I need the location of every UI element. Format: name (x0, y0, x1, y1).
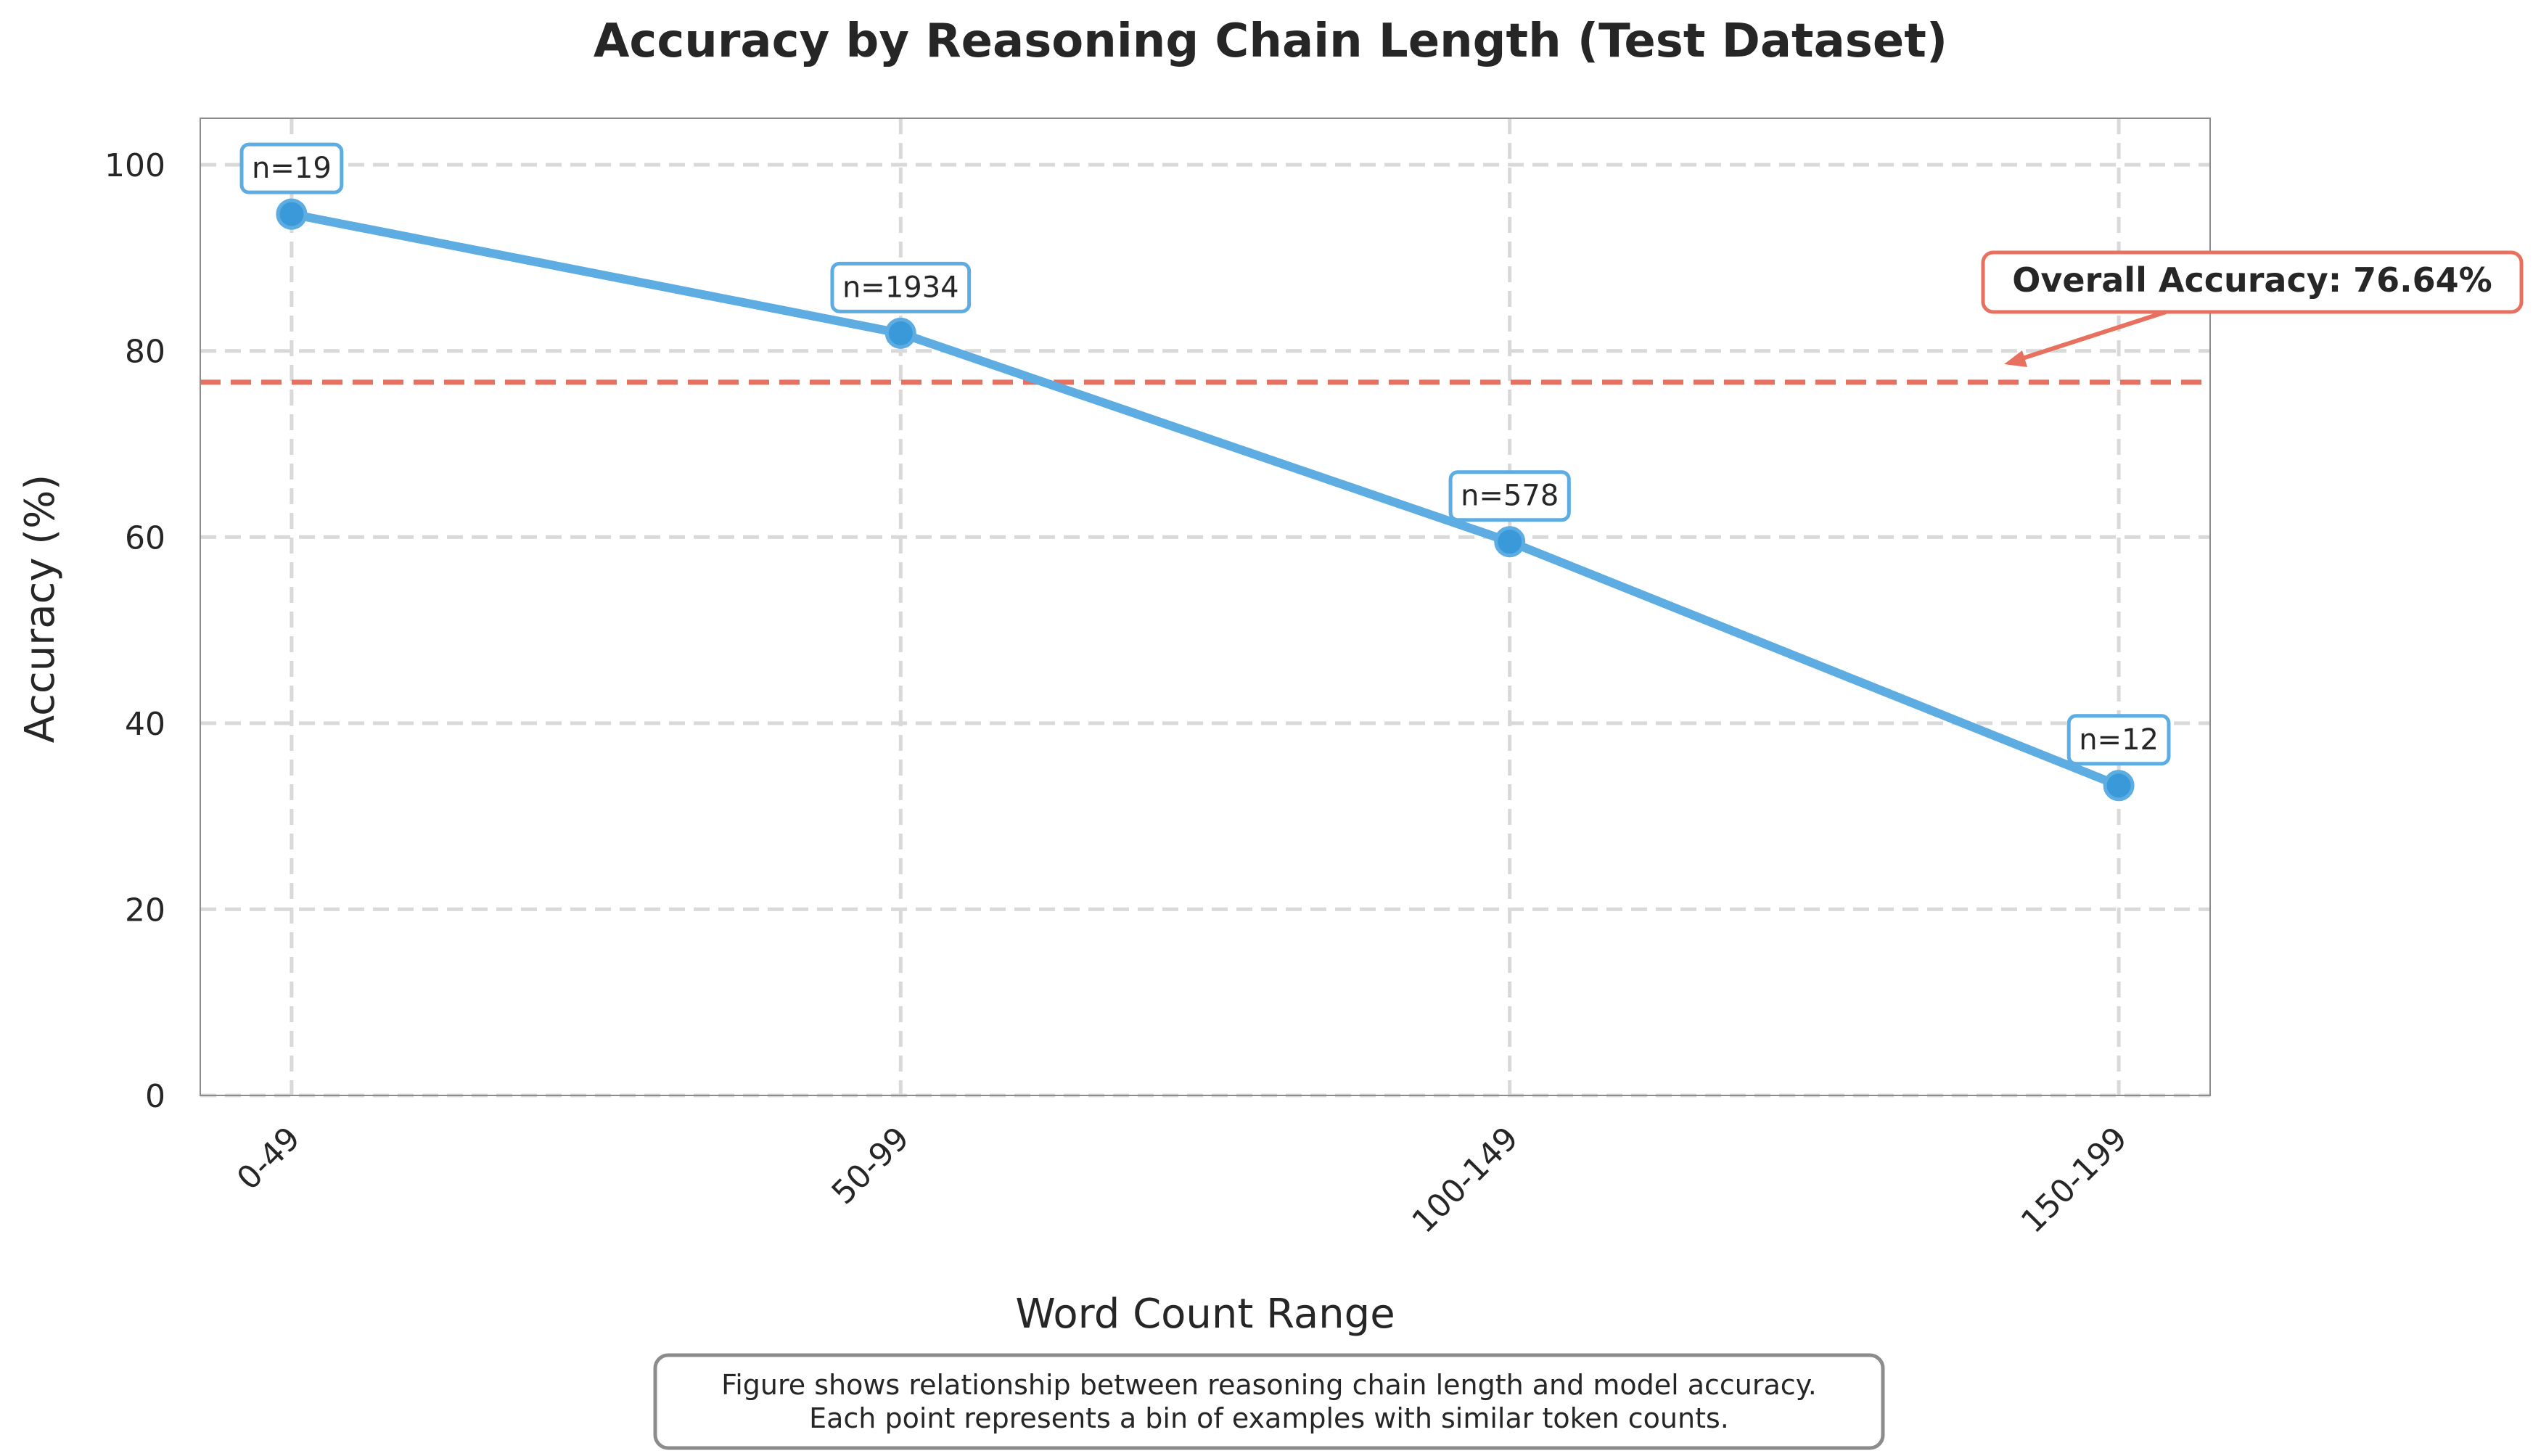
y-tick-label: 20 (125, 892, 165, 929)
plot-border (200, 118, 2211, 1096)
overall-accuracy-arrowhead (2004, 350, 2027, 367)
count-label: n=12 (2066, 714, 2171, 766)
count-label-text: n=1934 (842, 271, 959, 304)
grid-lines (200, 118, 2210, 1098)
data-point (1494, 526, 1526, 558)
caption: Figure shows relationship between reason… (653, 1353, 1885, 1450)
count-label-text: n=19 (252, 152, 332, 185)
overall-accuracy-box (1981, 250, 2524, 314)
y-tick-label: 0 (145, 1078, 165, 1115)
data-point (2103, 770, 2135, 802)
y-tick-label: 40 (125, 706, 165, 743)
count-label: n=19 (239, 142, 344, 194)
series-accuracy (276, 198, 2135, 802)
y-tick-label: 100 (104, 147, 165, 184)
x-axis-label: Word Count Range (1015, 1291, 1395, 1338)
count-label: n=578 (1448, 470, 1571, 522)
y-axis-label: Accuracy (%) (17, 474, 64, 743)
count-label-text: n=12 (2079, 723, 2159, 757)
data-point (276, 198, 308, 230)
chart-title: Accuracy by Reasoning Chain Length (Test… (594, 15, 1947, 68)
count-label: n=1934 (830, 261, 972, 313)
caption-line-2: Each point represents a bin of examples … (809, 1402, 1729, 1434)
count-label-box (1448, 470, 1571, 522)
count-label-box (830, 261, 972, 313)
count-label-text: n=578 (1461, 480, 1559, 513)
caption-line-1: Figure shows relationship between reason… (721, 1369, 1817, 1401)
plot-frame (200, 118, 2211, 1096)
y-axis-ticks: 0 20 40 60 80 100 (104, 147, 165, 1115)
x-axis-ticks: 0-49 50-99 100-149 150-199 (230, 1120, 2135, 1241)
series-line (287, 210, 2124, 790)
x-tick-label: 150-199 (2014, 1120, 2135, 1241)
count-labels: n=19 n=1934 n=578 n=12 (239, 142, 2171, 766)
caption-box (653, 1353, 1885, 1450)
count-label-box (2066, 714, 2171, 766)
x-tick-label: 100-149 (1405, 1120, 1525, 1241)
y-tick-label: 60 (125, 519, 165, 556)
x-tick-label: 50-99 (825, 1120, 916, 1212)
overall-accuracy-arrow (2015, 310, 2167, 363)
overall-accuracy-label: Overall Accuracy: 76.64% (2012, 260, 2492, 300)
count-label-box (239, 142, 344, 194)
y-tick-label: 80 (125, 334, 165, 371)
data-point (884, 317, 916, 349)
x-tick-label: 0-49 (230, 1120, 308, 1198)
overall-accuracy-annotation: Overall Accuracy: 76.64% (1981, 250, 2524, 367)
